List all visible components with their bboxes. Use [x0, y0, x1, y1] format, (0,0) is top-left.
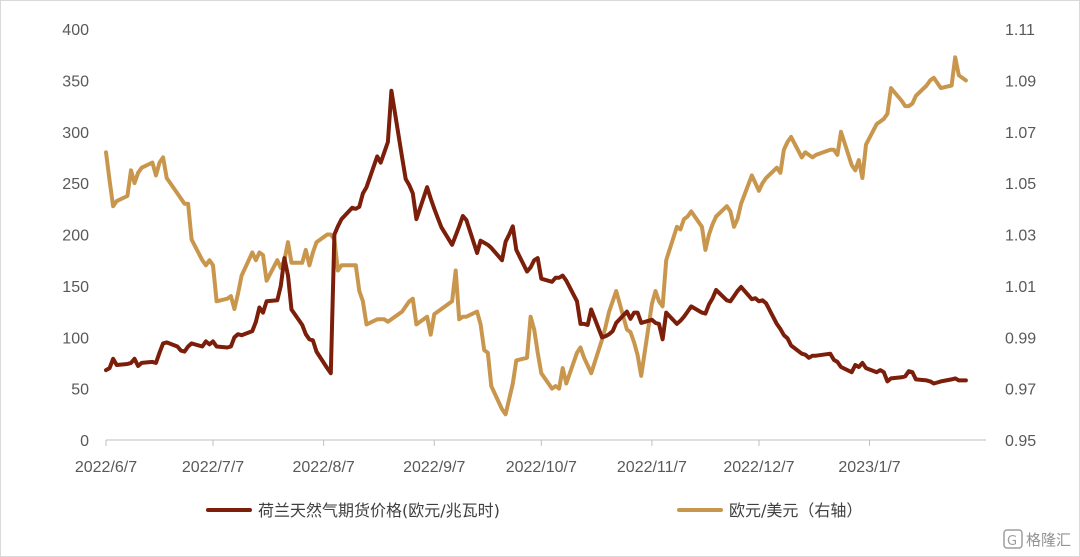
- x-tick-label: 2022/7/7: [182, 459, 244, 476]
- y-right-tick-label: 1.11: [1005, 22, 1035, 39]
- x-tick-label: 2022/12/7: [723, 459, 794, 476]
- y-left-tick-label: 400: [62, 22, 89, 39]
- legend-label-gas: 荷兰天然气期货价格(欧元/兆瓦时): [258, 501, 500, 520]
- x-tick-label: 2022/9/7: [403, 459, 465, 476]
- x-tick-label: 2022/11/7: [617, 459, 687, 476]
- y-right-tick-label: 0.99: [1005, 330, 1036, 347]
- watermark-text: 格隆汇: [1026, 531, 1071, 549]
- y-right-tick-label: 1.09: [1005, 73, 1036, 90]
- y-left-tick-label: 300: [62, 125, 89, 142]
- watermark-logo-glyph: G: [1007, 534, 1017, 549]
- legend-label-eurusd: 欧元/美元（右轴）: [729, 501, 862, 520]
- y-left-tick-label: 100: [62, 330, 89, 347]
- x-tick-label: 2022/10/7: [506, 459, 577, 476]
- series-line-gas-price: [104, 88, 968, 386]
- x-tick-label: 2023/1/7: [838, 459, 900, 476]
- y-left-tick-label: 150: [62, 279, 89, 296]
- y-left-tick-label: 350: [62, 73, 89, 90]
- y-right-tick-label: 1.03: [1005, 228, 1036, 245]
- legend: 荷兰天然气期货价格(欧元/兆瓦时) 欧元/美元（右轴）: [206, 501, 862, 520]
- axes: 2022/6/7 2022/7/7 2022/8/7 2022/9/7 2022/10/…: [62, 22, 1036, 476]
- watermark-logo-icon: [1003, 529, 1023, 549]
- y-left-tick-label: 250: [62, 176, 89, 193]
- y-left-tick-label: 50: [71, 382, 89, 399]
- y-right-tick-label: 0.95: [1005, 433, 1036, 450]
- y-left-tick-label: 200: [62, 228, 89, 245]
- y-left-tick-label: 0: [80, 433, 89, 450]
- y-right-tick-label: 1.07: [1005, 125, 1036, 142]
- x-tick-label: 2022/8/7: [293, 459, 355, 476]
- y-right-tick-label: 0.97: [1005, 382, 1036, 399]
- series-line-eurusd: [104, 55, 968, 417]
- y-right-tick-label: 1.05: [1005, 176, 1036, 193]
- x-tick-label: 2022/6/7: [75, 459, 137, 476]
- series-lines: [104, 55, 968, 417]
- watermark: G 格隆汇: [1003, 529, 1071, 549]
- y-right-tick-label: 1.01: [1005, 279, 1036, 296]
